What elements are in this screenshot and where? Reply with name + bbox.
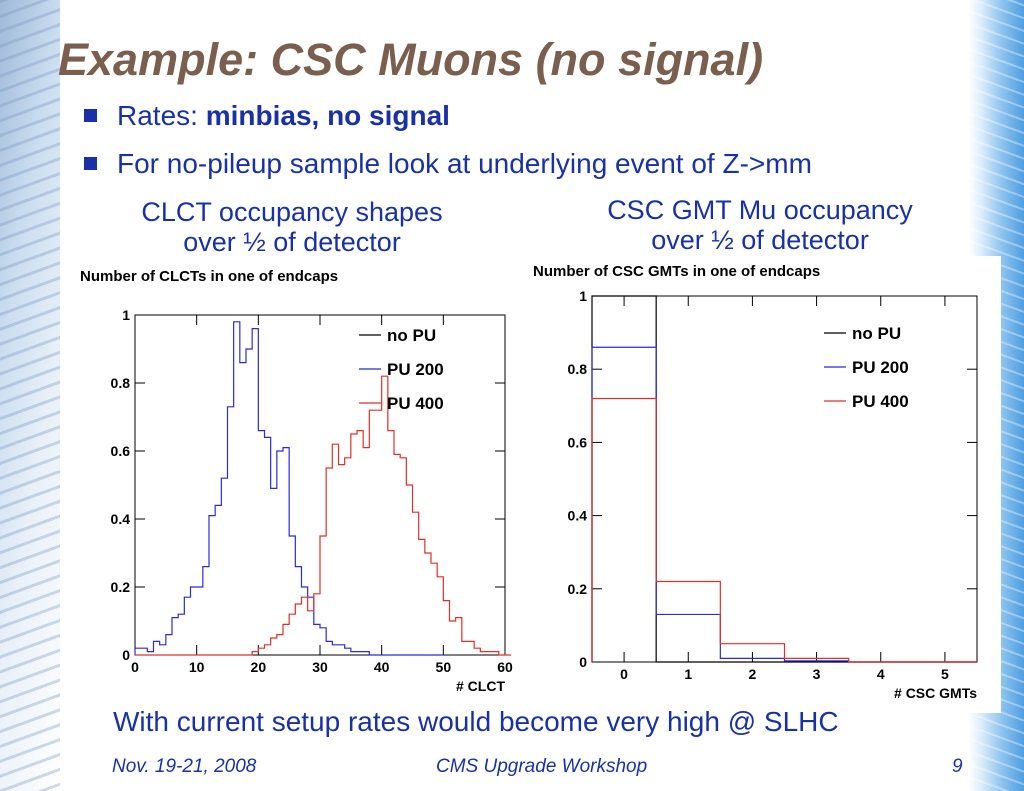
- bullet-no-pileup: For no-pileup sample look at underlying …: [84, 148, 812, 180]
- bullet-square-icon: [84, 157, 97, 170]
- footer-page-number: 9: [952, 756, 963, 777]
- series-pu-400-line: [591, 397, 977, 663]
- legend-label: PU 200: [852, 358, 909, 377]
- y-tick-label: 0.2: [111, 579, 131, 595]
- clct-chart-panel: Number of CLCTs in one of endcaps 0 0.2 0.4…: [62, 258, 517, 713]
- right-caption-line2: over ½ of detector: [651, 225, 869, 255]
- gmt-chart-panel: Number of CSC GMTs in one of endcaps 0 0.2…: [522, 256, 1001, 713]
- chart-title: Number of CSC GMTs in one of endcaps: [533, 263, 820, 280]
- left-caption-line2: over ½ of detector: [183, 227, 401, 257]
- y-tick-label: 0.6: [568, 434, 588, 450]
- footer-event: CMS Upgrade Workshop: [436, 756, 648, 777]
- x-tick-label: 0: [620, 666, 628, 682]
- bullet-rates-text: Rates:: [117, 100, 206, 131]
- x-tick-label: 1: [684, 666, 692, 682]
- y-tick-label: 1: [122, 307, 130, 323]
- bullet-rates: Rates: minbias, no signal: [84, 100, 450, 132]
- x-tick-label: 60: [497, 659, 513, 675]
- x-tick-label: 50: [436, 659, 452, 675]
- y-tick-label: 0.4: [568, 508, 588, 524]
- series-pu-200-line: [591, 346, 977, 663]
- conclusion-text: With current setup rates would become ve…: [113, 706, 839, 737]
- x-tick-label: 40: [374, 659, 390, 675]
- y-tick-label: 0.2: [568, 581, 588, 597]
- legend-label: PU 200: [387, 360, 444, 379]
- left-caption: CLCT occupancy shapes over ½ of detector: [92, 197, 492, 257]
- legend-label: PU 400: [852, 392, 909, 411]
- right-caption-line1: CSC GMT Mu occupancy: [607, 195, 913, 225]
- bullet-rates-bold: minbias, no signal: [205, 100, 450, 131]
- y-tick-label: 0.4: [111, 511, 131, 527]
- x-tick-label: 3: [813, 666, 821, 682]
- left-caption-line1: CLCT occupancy shapes: [141, 197, 443, 227]
- chart-title: Number of CLCTs in one of endcaps: [80, 268, 338, 285]
- right-caption: CSC GMT Mu occupancy over ½ of detector: [555, 195, 965, 255]
- gmt-occupancy-chart: Number of CSC GMTs in one of endcaps 0 0.2…: [533, 263, 978, 701]
- y-tick-label: 0.6: [111, 443, 131, 459]
- x-axis-label: # CSC GMTs: [894, 685, 977, 701]
- x-tick-label: 2: [749, 666, 757, 682]
- series-no-pu-line: [591, 295, 977, 663]
- y-tick-label: 1: [579, 288, 587, 304]
- y-tick-label: 0: [579, 654, 587, 670]
- x-tick-label: 10: [189, 659, 205, 675]
- plot-frame: [591, 295, 978, 663]
- legend-label: PU 400: [387, 394, 444, 413]
- left-decoration: [0, 0, 60, 791]
- x-tick-label: 20: [251, 659, 267, 675]
- series-pu-400-line: [135, 375, 512, 656]
- y-tick-label: 0.8: [111, 375, 131, 391]
- slide-title: Example: CSC Muons (no signal): [58, 34, 764, 85]
- x-tick-label: 4: [877, 666, 885, 682]
- x-tick-label: 5: [941, 666, 949, 682]
- bullet-no-pileup-text: For no-pileup sample look at underlying …: [117, 148, 812, 179]
- clct-occupancy-chart: Number of CLCTs in one of endcaps 0 0.2 0.4…: [80, 268, 513, 694]
- bullet-square-icon: [84, 109, 97, 122]
- x-tick-label: 30: [312, 659, 328, 675]
- legend-label: no PU: [852, 324, 901, 343]
- x-tick-label: 0: [131, 659, 139, 675]
- x-axis-label: # CLCT: [456, 678, 505, 694]
- y-tick-label: 0.8: [568, 361, 588, 377]
- legend-label: no PU: [387, 326, 436, 345]
- series-pu-200-line: [134, 321, 444, 656]
- y-tick-label: 0: [122, 647, 130, 663]
- footer-date: Nov. 19-21, 2008: [112, 756, 257, 777]
